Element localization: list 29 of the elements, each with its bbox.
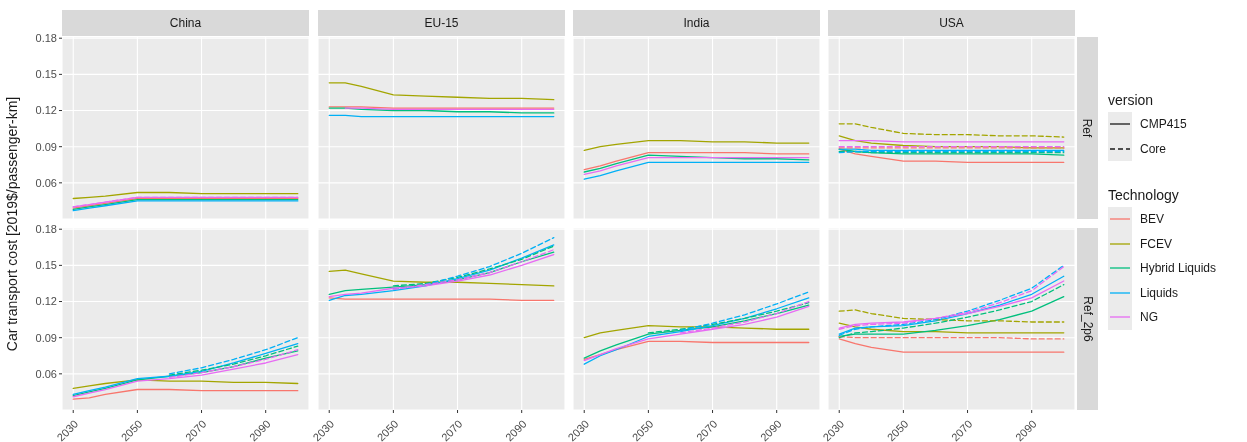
line-series <box>72 388 299 400</box>
y-tick-label: 0.18 <box>35 223 57 236</box>
legend-label: BEV <box>1140 212 1165 227</box>
y-tick-label: 0.12 <box>35 104 57 117</box>
chart-title: India <box>573 10 820 36</box>
chart-title: EU-15 <box>318 10 565 36</box>
text: Ref <box>1080 118 1095 138</box>
legend-label: NG <box>1140 310 1158 325</box>
legend-title: Technology <box>1108 187 1180 203</box>
legend-label: Hybrid Liquids <box>1140 261 1217 276</box>
y-tick-label: 0.06 <box>35 367 57 380</box>
y-tick-label: 0.15 <box>35 259 57 272</box>
chart-title: China <box>62 10 309 36</box>
line-series <box>72 191 299 200</box>
legend-label: Liquids <box>1140 285 1179 300</box>
y-tick-label: 0.06 <box>35 176 57 189</box>
chart-title: USA <box>828 10 1075 36</box>
y-axis-title: Car transport cost [2019$/passenger-km] <box>4 96 20 351</box>
line-series <box>72 379 299 389</box>
y-tick-label: 0.18 <box>35 32 57 45</box>
y-tick-label: 0.09 <box>35 331 57 344</box>
text: version <box>1108 92 1155 108</box>
y-tick-label: 0.15 <box>35 68 57 81</box>
legend-label: FCEV <box>1140 236 1173 251</box>
text: CMP415 <box>1140 117 1187 132</box>
text: Ref_2p6 <box>1080 296 1095 342</box>
y-tick-label: 0.09 <box>35 140 57 153</box>
text: Core <box>1140 141 1167 156</box>
y-tick-label: 0.12 <box>35 295 57 308</box>
